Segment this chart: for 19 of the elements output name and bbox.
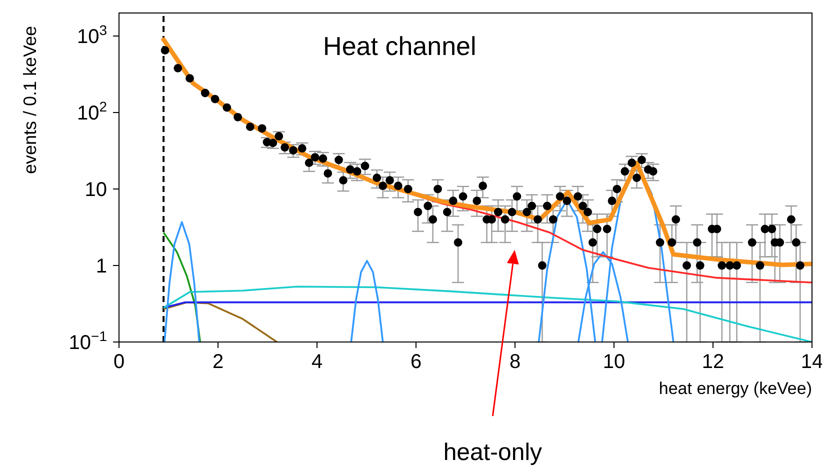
- y-tick-label: 10$^{−1}$: [68, 328, 108, 354]
- x-tick-label: 12: [702, 351, 724, 374]
- x-tick-label: 2: [212, 351, 224, 374]
- line-series: [350, 260, 384, 342]
- x-tick-label: 0: [113, 351, 125, 374]
- x-axis-title: heat energy (keVee): [658, 379, 812, 398]
- y-tick-label: 10: [84, 179, 107, 202]
- annotation: Heat channel: [323, 31, 476, 61]
- y-tick-label: 10$^{2}$: [76, 98, 108, 125]
- line-series: [162, 286, 812, 342]
- y-tick-label: 10$^{3}$: [76, 22, 108, 48]
- x-tick-label: 4: [311, 351, 323, 374]
- x-tick-label: 6: [410, 351, 422, 374]
- text: heat-only: [443, 439, 542, 466]
- y-tick-label: 1: [96, 256, 107, 278]
- y-axis-title: events / 0.1 keVee: [20, 26, 40, 174]
- x-tick-label: 8: [509, 351, 521, 374]
- line-series: [162, 301, 278, 342]
- x-tick-label: 10: [602, 351, 626, 374]
